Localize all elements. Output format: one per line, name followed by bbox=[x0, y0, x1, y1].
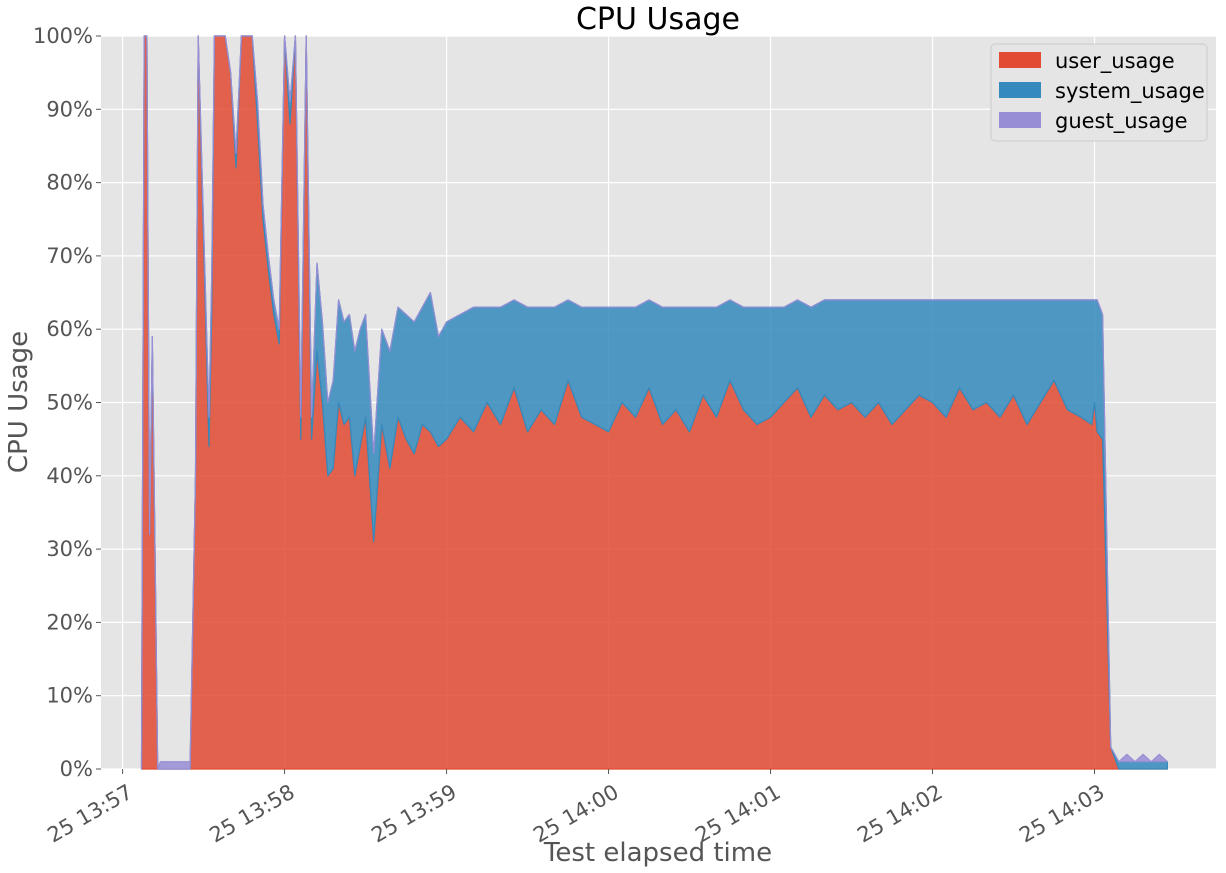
y-tick-label: 60% bbox=[46, 317, 93, 341]
y-tick-label: 100% bbox=[33, 24, 93, 48]
legend-label-user: user_usage bbox=[1055, 49, 1175, 74]
y-axis-ticks: 0% 10% 20% 30% 40% 50% 60% 70% 80% 90% 100% bbox=[33, 24, 101, 781]
legend-swatch-guest bbox=[999, 112, 1041, 128]
y-tick-label: 90% bbox=[46, 97, 93, 121]
y-axis-title: CPU Usage bbox=[4, 331, 34, 473]
x-tick-label: 25 13:58 bbox=[205, 780, 298, 848]
x-axis-ticks: 25 13:57 25 13:58 25 13:59 25 14:00 25 14:01… bbox=[43, 769, 1109, 848]
y-tick-label: 40% bbox=[46, 464, 93, 488]
legend-swatch-user bbox=[999, 52, 1041, 68]
x-axis-title: Test elapsed time bbox=[543, 838, 772, 868]
legend-swatch-system bbox=[999, 82, 1041, 98]
y-tick-label: 20% bbox=[46, 610, 93, 634]
legend: user_usage system_usage guest_usage bbox=[990, 43, 1208, 142]
stacked-areas bbox=[140, 35, 1168, 770]
legend-label-system: system_usage bbox=[1055, 79, 1205, 104]
x-tick-label: 25 14:03 bbox=[1015, 780, 1108, 848]
area-guest_usage bbox=[140, 35, 1168, 770]
y-tick-label: 70% bbox=[46, 244, 93, 268]
y-tick-label: 10% bbox=[46, 684, 93, 708]
x-tick-label: 25 13:59 bbox=[367, 780, 460, 848]
legend-label-guest: guest_usage bbox=[1055, 109, 1188, 134]
y-tick-label: 50% bbox=[46, 391, 93, 415]
y-tick-label: 30% bbox=[46, 537, 93, 561]
x-tick-label: 25 13:57 bbox=[43, 780, 136, 848]
chart-title: CPU Usage bbox=[576, 2, 740, 37]
y-tick-label: 80% bbox=[46, 171, 93, 195]
legend-frame bbox=[990, 43, 1208, 142]
y-tick-label: 0% bbox=[60, 757, 93, 781]
x-tick-label: 25 14:02 bbox=[853, 780, 946, 848]
